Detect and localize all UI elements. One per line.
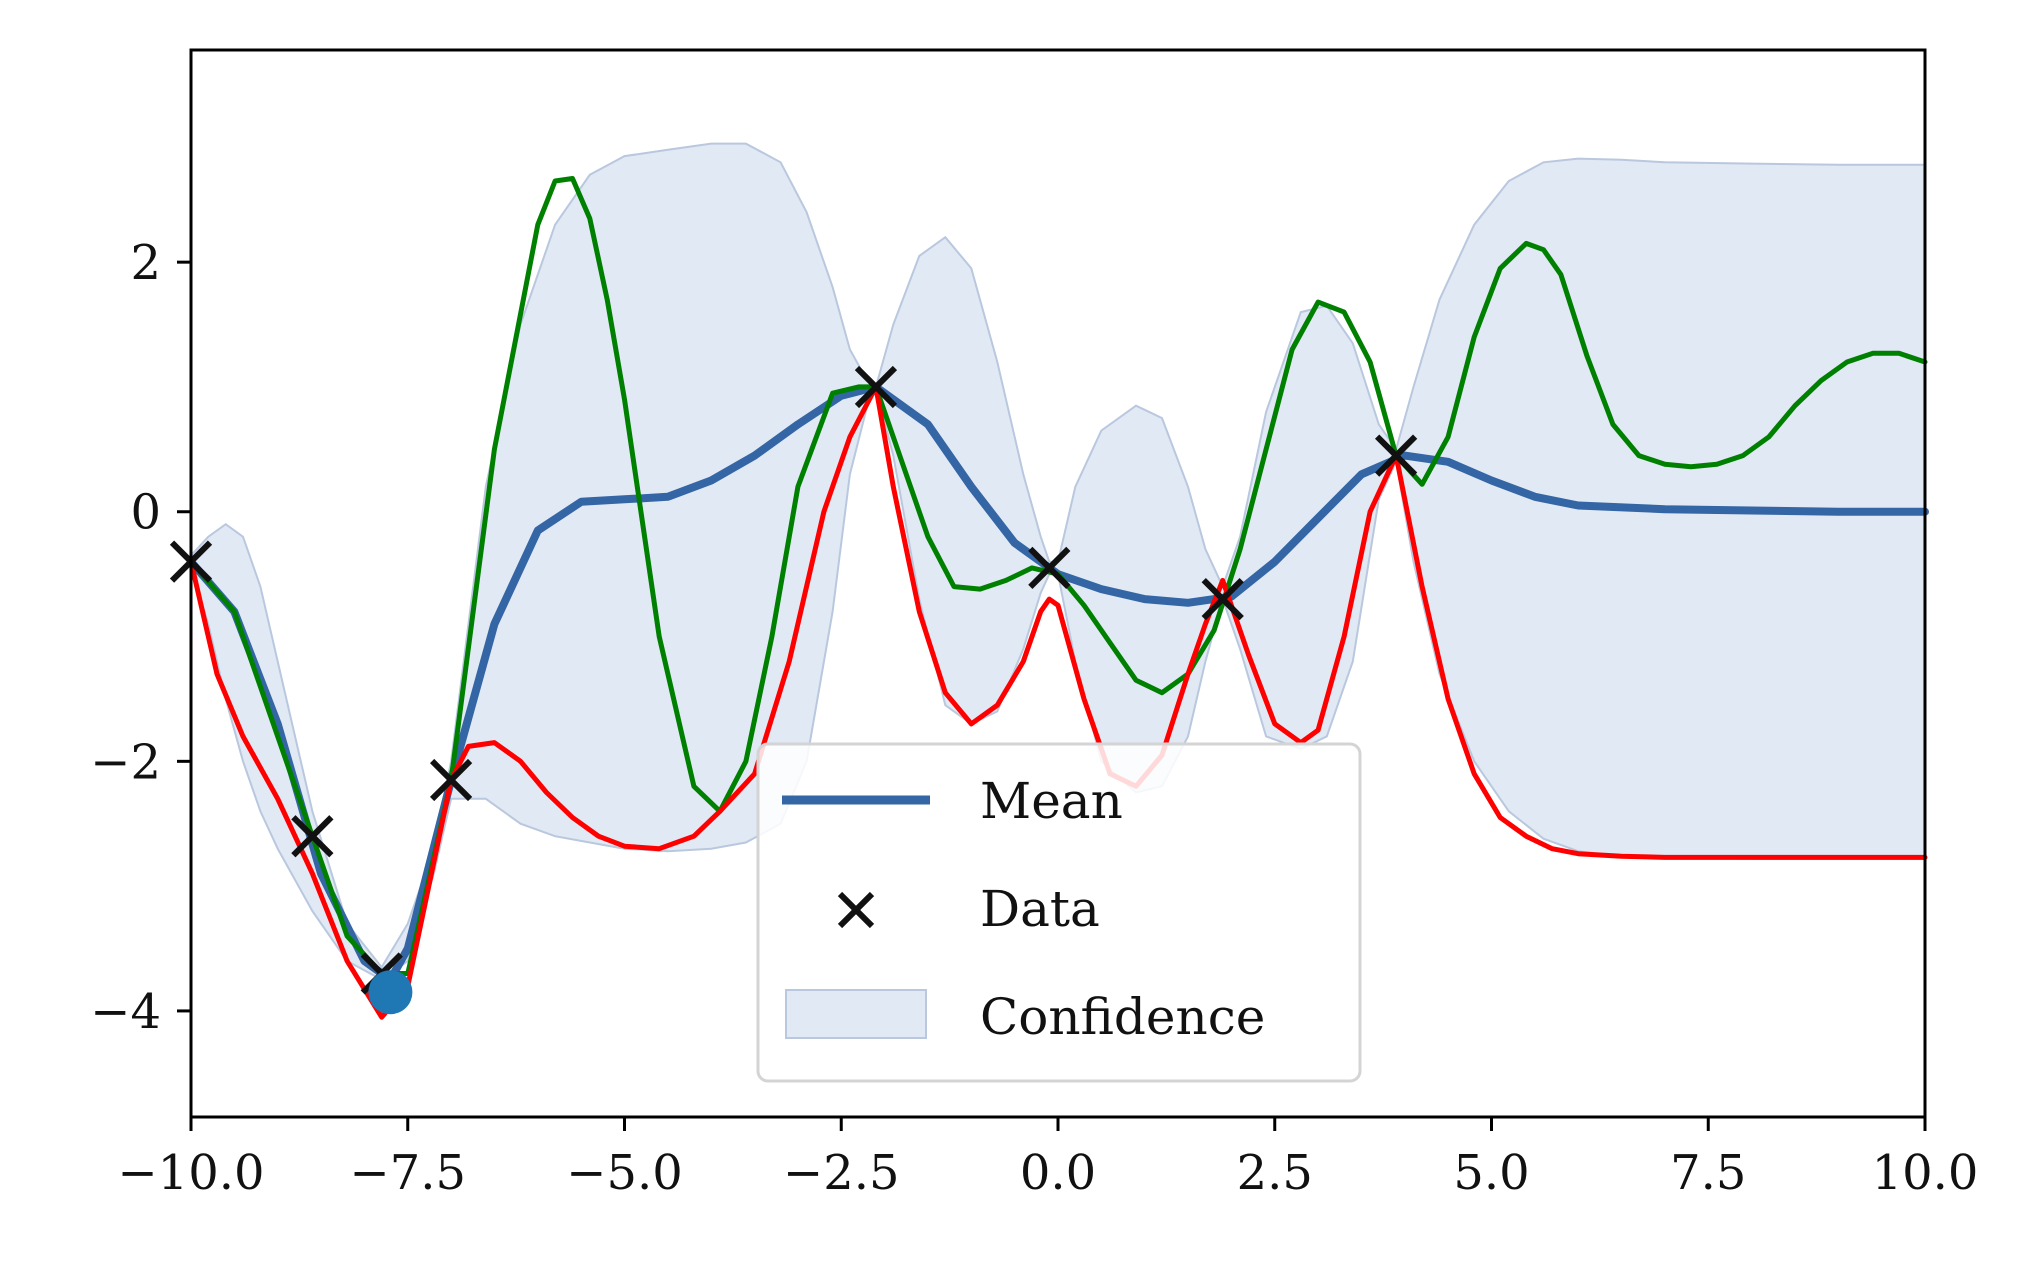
x-tick-label: 0.0 — [1020, 1145, 1096, 1201]
legend-confidence-swatch — [785, 989, 927, 1039]
x-tick-label: 5.0 — [1453, 1145, 1529, 1201]
x-tick-label: 7.5 — [1670, 1145, 1746, 1201]
y-tick-label: −4 — [90, 984, 161, 1040]
data-point-marker — [291, 815, 334, 858]
data-markers-layer — [169, 365, 1418, 1015]
series-layer — [187, 176, 1929, 1020]
legend-mean-label: Mean — [980, 772, 1123, 830]
highlight-point — [368, 970, 413, 1015]
data-point-marker — [1375, 434, 1418, 477]
data-point-marker — [854, 365, 898, 409]
legend-data-label: Data — [980, 880, 1100, 938]
legend-confidence-label: Confidence — [980, 988, 1265, 1046]
sample-line-red — [188, 384, 1928, 1020]
data-point-marker — [1028, 546, 1071, 590]
x-tick-label: −5.0 — [566, 1145, 683, 1201]
data-point-marker — [429, 758, 473, 802]
legend: Mean Data Confidence — [756, 742, 1362, 1083]
x-tick-label: −7.5 — [349, 1145, 466, 1201]
data-point-marker — [1201, 577, 1244, 621]
x-axis-ticks: −10.0 −7.5 −5.0 −2.5 0.0 2.5 5.0 7.5 10.0 — [117, 1117, 1978, 1201]
y-tick-label: 2 — [130, 235, 161, 291]
y-axis-ticks: −4 −2 0 2 — [90, 235, 191, 1040]
y-tick-label: −2 — [90, 734, 161, 790]
x-tick-label: 10.0 — [1872, 1145, 1979, 1201]
legend-data-marker-icon — [837, 891, 875, 929]
x-tick-label: 2.5 — [1237, 1145, 1313, 1201]
y-tick-label: 0 — [130, 485, 161, 541]
x-tick-label: −2.5 — [783, 1145, 900, 1201]
mean-line — [187, 382, 1929, 984]
sample-line-green — [188, 176, 1928, 976]
x-tick-label: −10.0 — [117, 1145, 264, 1201]
